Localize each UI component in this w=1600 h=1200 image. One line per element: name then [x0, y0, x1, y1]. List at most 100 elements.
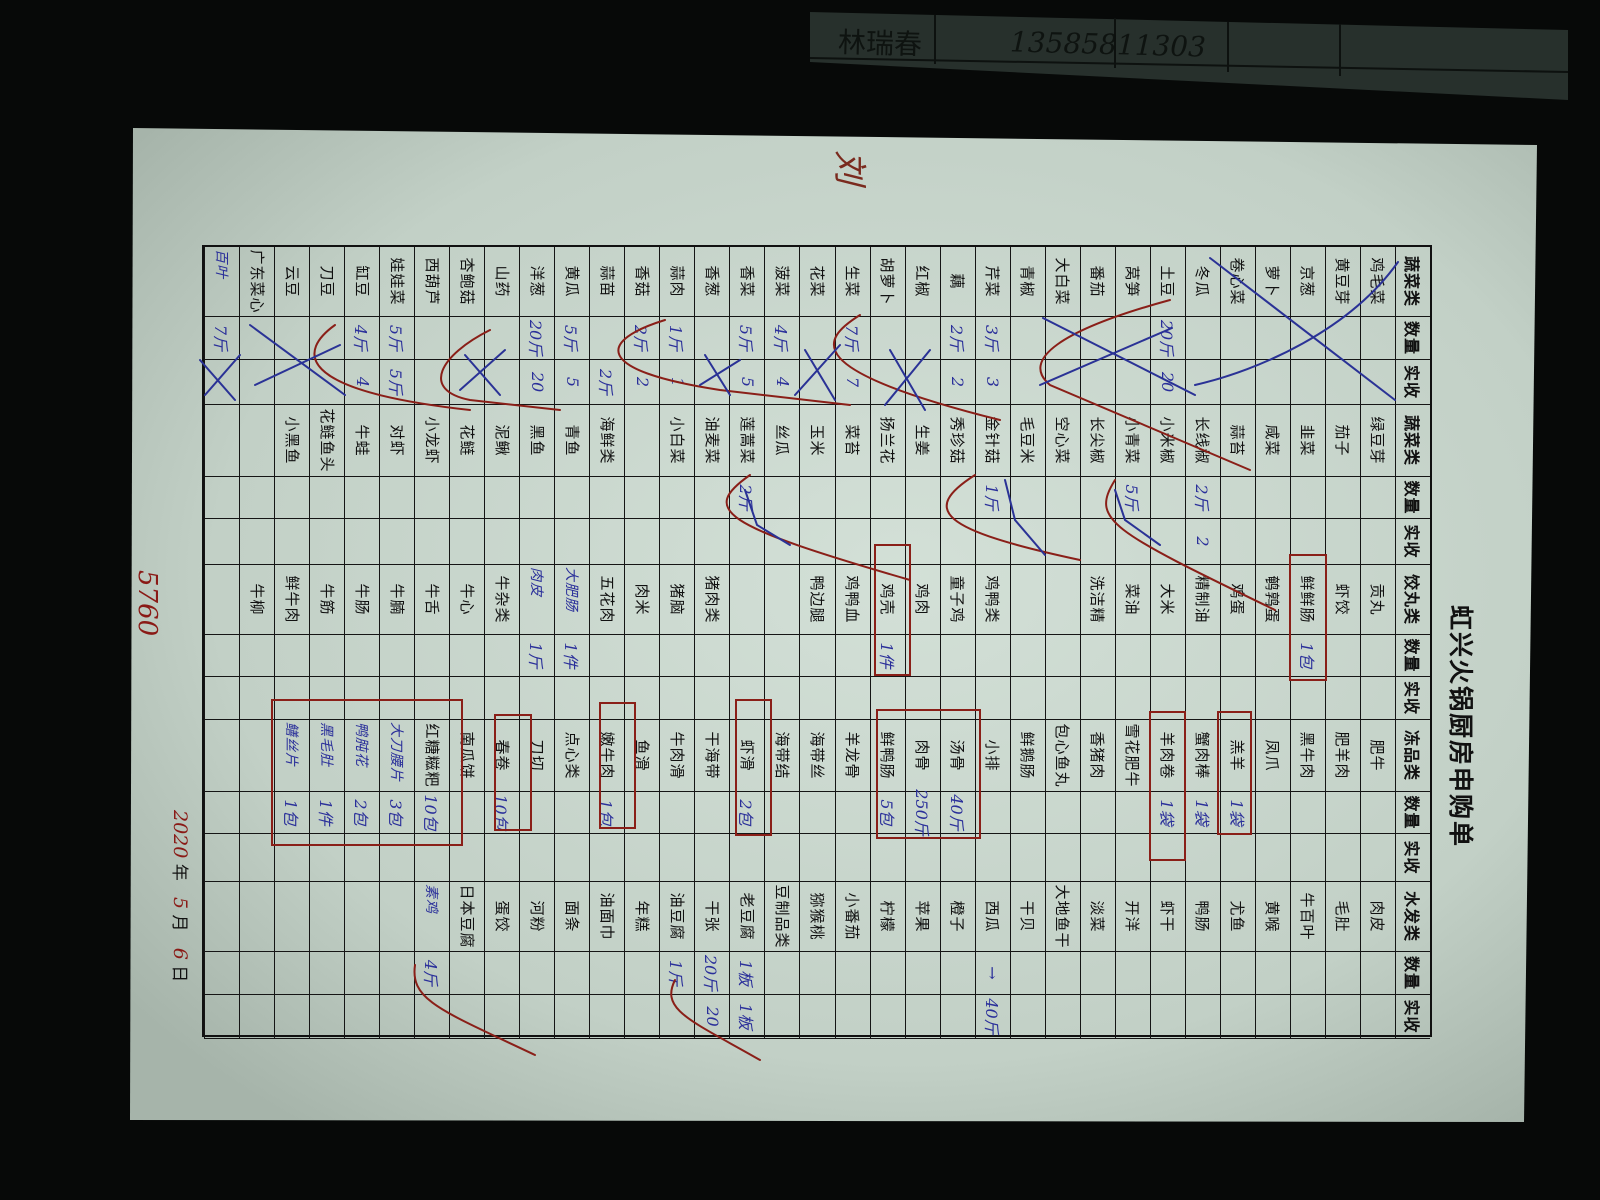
quantity-cell: [764, 792, 800, 834]
quantity-cell: [624, 792, 660, 834]
received-cell: 7: [834, 360, 870, 405]
quantity-cell: [379, 952, 415, 995]
item-name-cell: 油麦菜: [694, 405, 730, 477]
item-name-cell: 山药: [484, 247, 520, 317]
quantity-cell: [344, 477, 380, 519]
received-cell: [869, 360, 905, 405]
received-cell: [1184, 360, 1220, 405]
received-cell: [1289, 995, 1325, 1039]
received-cell: [414, 834, 450, 882]
item-name-cell: 黑牛肉: [1289, 720, 1325, 792]
quantity-cell: [1044, 635, 1080, 677]
item-name-cell: 鲜牛肉: [274, 565, 310, 635]
received-cell: [519, 834, 555, 882]
quantity-cell: [1219, 477, 1255, 519]
received-cell: [274, 677, 310, 720]
received-cell: [764, 677, 800, 720]
quantity-cell: [1289, 952, 1325, 995]
item-name-cell: [729, 565, 765, 635]
quantity-cell: [1009, 477, 1045, 519]
item-name-cell: 牛肉滑: [659, 720, 695, 792]
item-name-cell: 猪脑: [659, 565, 695, 635]
item-name-cell: 刀切: [519, 720, 555, 792]
item-name-cell: 小排: [974, 720, 1010, 792]
quantity-cell: 4斤: [764, 317, 800, 360]
received-cell: [589, 519, 625, 565]
item-name-cell: 洗洁精: [1079, 565, 1115, 635]
item-name-cell: 肉皮: [519, 565, 555, 635]
received-cell: [1219, 360, 1255, 405]
item-name-cell: 土豆: [1149, 247, 1185, 317]
item-name-cell: 刀豆: [309, 247, 345, 317]
quantity-cell: [904, 635, 940, 677]
quantity-cell: [1044, 477, 1080, 519]
quantity-cell: [484, 635, 520, 677]
item-name-cell: 猕猴桃: [799, 882, 835, 952]
received-cell: [624, 995, 660, 1039]
quantity-cell: 2斤: [624, 317, 660, 360]
item-name-cell: 鸡鸭血: [834, 565, 870, 635]
quantity-cell: [1324, 952, 1360, 995]
received-cell: [904, 834, 940, 882]
item-name-cell: 小青菜: [1114, 405, 1150, 477]
received-cell: 2: [939, 360, 975, 405]
received-cell: [694, 360, 730, 405]
received-cell: [449, 834, 485, 882]
item-name-cell: 油面巾: [589, 882, 625, 952]
quantity-cell: [449, 477, 485, 519]
quantity-cell: [449, 792, 485, 834]
received-cell: [1079, 995, 1115, 1039]
quantity-cell: [1289, 477, 1325, 519]
received-cell: [1184, 995, 1220, 1039]
item-name-cell: 羊肉卷: [1149, 720, 1185, 792]
item-name-cell: 尤鱼: [1219, 882, 1255, 952]
received-cell: [414, 519, 450, 565]
received-cell: [799, 519, 835, 565]
item-name-cell: 蒜苗: [589, 247, 625, 317]
quantity-cell: [799, 317, 835, 360]
quantity-cell: [484, 952, 520, 995]
received-cell: [309, 519, 345, 565]
received-cell: [1359, 677, 1395, 720]
item-name-cell: 长尖椒: [1079, 405, 1115, 477]
received-cell: [344, 834, 380, 882]
quantity-cell: [414, 477, 450, 519]
quantity-cell: [1079, 317, 1115, 360]
item-name-cell: 玉米: [799, 405, 835, 477]
received-cell: [729, 677, 765, 720]
quantity-cell: [1009, 952, 1045, 995]
received-cell: [1219, 677, 1255, 720]
item-name-cell: 牛肠: [344, 565, 380, 635]
received-cell: [519, 995, 555, 1039]
received-cell: [554, 995, 590, 1039]
quantity-cell: 2斤: [939, 317, 975, 360]
quantity-cell: [589, 317, 625, 360]
item-name-cell: 茄子: [1324, 405, 1360, 477]
item-name-cell: 红椒: [904, 247, 940, 317]
quantity-cell: [1219, 317, 1255, 360]
column-header-received: 实收: [1394, 519, 1430, 565]
quantity-cell: [729, 635, 765, 677]
item-name-cell: 对虾: [379, 405, 415, 477]
item-name-cell: 芹菜: [974, 247, 1010, 317]
quantity-cell: [204, 792, 240, 834]
item-name-cell: 鸡肉: [904, 565, 940, 635]
quantity-cell: [974, 792, 1010, 834]
item-name-cell: [624, 405, 660, 477]
item-name-cell: 羊龙骨: [834, 720, 870, 792]
item-name-cell: 鲜鹅肠: [1009, 720, 1045, 792]
item-name-cell: 海鲜类: [589, 405, 625, 477]
quantity-cell: [239, 635, 275, 677]
item-name-cell: 广东菜心: [239, 247, 275, 317]
item-name-cell: 猪肉类: [694, 565, 730, 635]
item-name-cell: 生姜: [904, 405, 940, 477]
quantity-cell: 1包: [589, 792, 625, 834]
column-header-received: 实收: [1394, 995, 1430, 1039]
quantity-cell: [239, 952, 275, 995]
received-cell: [1324, 834, 1360, 882]
quantity-cell: 1件: [554, 635, 590, 677]
item-name-cell: 鸡鸭类: [974, 565, 1010, 635]
item-name-cell: 面条: [554, 882, 590, 952]
received-cell: [694, 519, 730, 565]
received-cell: [1289, 677, 1325, 720]
